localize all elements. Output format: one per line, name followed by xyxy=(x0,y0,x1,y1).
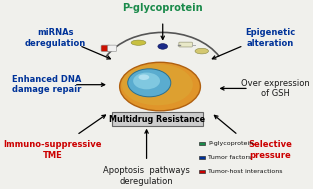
FancyBboxPatch shape xyxy=(108,45,117,51)
Text: Apoptosis  pathways
deregulation: Apoptosis pathways deregulation xyxy=(103,167,190,186)
Text: Enhanced DNA
damage repair: Enhanced DNA damage repair xyxy=(12,75,82,94)
Text: Tumor factors: Tumor factors xyxy=(208,155,251,160)
Ellipse shape xyxy=(133,73,160,89)
Bar xyxy=(199,170,205,173)
Ellipse shape xyxy=(120,62,200,111)
FancyBboxPatch shape xyxy=(111,112,203,126)
Text: P-glycoprotein: P-glycoprotein xyxy=(208,141,253,146)
Ellipse shape xyxy=(131,40,146,45)
Ellipse shape xyxy=(158,44,167,49)
Ellipse shape xyxy=(195,48,208,54)
Text: Over expression
of GSH: Over expression of GSH xyxy=(241,79,310,98)
Text: Multidrug Resistance: Multidrug Resistance xyxy=(109,115,205,124)
Text: miRNAs
deregulation: miRNAs deregulation xyxy=(24,28,86,48)
Ellipse shape xyxy=(128,69,171,97)
Bar xyxy=(199,142,205,145)
FancyBboxPatch shape xyxy=(179,42,192,47)
Text: P-glycoprotein: P-glycoprotein xyxy=(122,3,203,13)
Bar xyxy=(199,156,205,159)
Text: Tumor-host interactions: Tumor-host interactions xyxy=(208,169,283,174)
Text: Epigenetic
alteration: Epigenetic alteration xyxy=(245,28,295,48)
Text: Immuno-suppressive
TME: Immuno-suppressive TME xyxy=(3,140,102,160)
Text: Selective
pressure: Selective pressure xyxy=(249,140,292,160)
FancyBboxPatch shape xyxy=(101,45,110,51)
Ellipse shape xyxy=(122,64,193,105)
Ellipse shape xyxy=(138,74,149,80)
